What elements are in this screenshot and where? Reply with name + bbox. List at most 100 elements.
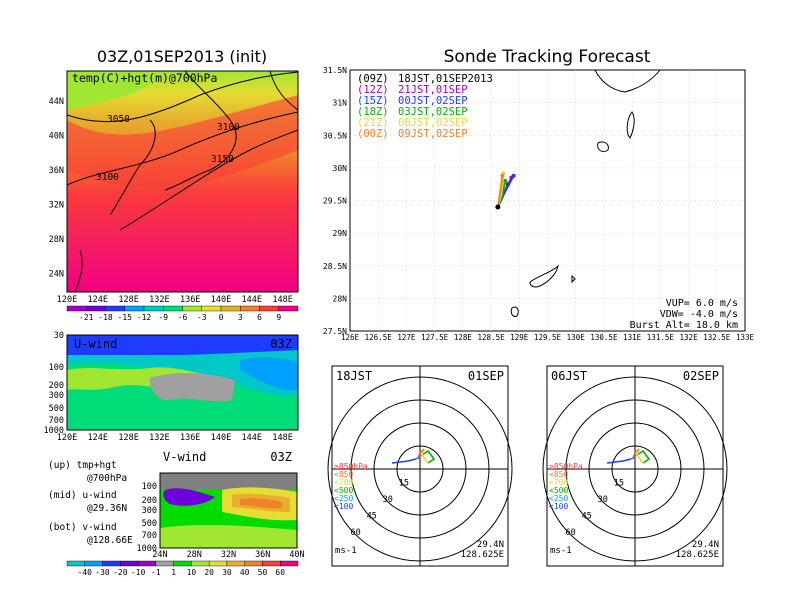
vwind-colorbar-swatch [102,560,121,567]
map-lon-tick: 128E [118,295,138,305]
map-colorbar-label: 9 [276,313,281,322]
map-lat-tick: 28N [49,235,64,245]
map-field-label: temp(C)+hgt(m)@700hPa [72,71,217,85]
tracking-lon-tick: 130E [567,333,586,342]
contour-label-3050: 3050 [107,114,130,125]
vwind-colorbar-swatch [262,560,281,567]
vwind-colorbar-swatch [120,560,139,567]
tracking-lon-tick: 126.5E [365,333,393,342]
uwind-lon-tick: 136E [180,433,200,443]
island-kikai [571,274,576,284]
tracking-lon-ticks: 126E 126.5E 127E 127.5E 128E 128.5E 129E 129.5E… [341,333,755,342]
map-colorbar-label: -12 [137,313,152,322]
param-vdw: VDW= -4.0 m/s [660,309,738,320]
map-colorbar-swatch [220,305,241,312]
vwind-lat-tick: 28N [187,550,202,560]
map-colorbar-swatch [143,305,164,312]
map-contour-3150 [119,129,298,231]
hodo-unit: ms-1 [335,546,357,556]
hodo-level: <100 [334,502,353,511]
hodo-trace [636,449,651,464]
map-colorbar-label: -18 [98,313,113,322]
vwind-plot [160,473,297,548]
uwind-label: U-wind [74,337,117,351]
uwind-pressure-tick: 500 [49,404,64,414]
tracking-lon-tick: 130.5E [590,333,618,342]
legend-time: 18JST,01SEP2013 [398,73,493,85]
uwind-lon-tick: 124E [88,433,108,443]
tracking-lon-tick: 132E [680,333,699,342]
note-bot-b: @128.66E [87,535,133,546]
launch-point [495,204,501,210]
tracking-lat-tick: 31.5N [323,66,347,75]
hodo-level: <850 [549,470,568,479]
hodo-trace [419,448,425,454]
contour-label-3100-east: 3100 [217,122,240,133]
map-colorbar-label: -9 [158,313,168,322]
hodo-ring-label: 60 [350,528,360,538]
map-lon-tick: 132E [149,295,169,305]
map-colorbar-swatch [240,305,260,312]
vwind-colorbar-swatch [155,560,174,567]
map-lon-tick: 144E [242,295,262,305]
vwind-colorbar-label: 1 [171,568,176,577]
map-lat-tick: 40N [49,132,64,142]
map-colorbar-label: 0 [219,313,224,322]
map-colorbar-swatch [259,305,279,312]
tracking-title: Sonde Tracking Forecast [444,47,651,67]
legend-code: (18Z) [357,106,389,118]
map-lon-tick: 148E [272,295,292,305]
vwind-pressure-tick: 100 [142,482,157,492]
hodo-time: 06JST [551,369,587,383]
map-colorbar-label: -6 [178,313,188,322]
map-lon-tick: 140E [211,295,231,305]
tracking-lon-tick: 126E [341,333,360,342]
tracking-lon-tick: 127.5E [421,333,449,342]
map-lon-tick: 136E [180,295,200,305]
hodo-ring-label: 45 [367,512,377,522]
map-lon-tick: 120E [57,295,77,305]
tracking-lon-tick: 128.5E [478,333,506,342]
uwind-pressure-tick: 300 [49,391,64,401]
hodo-lat: 29.4N [692,540,719,550]
note-mid-b: @29.36N [87,503,127,514]
hodo-level: <250 [334,494,353,503]
hodo-trace [417,452,421,460]
island-yakushima [597,141,609,153]
map-colorbar-swatch [66,305,87,312]
hodo-lon: 128.625E [676,550,719,560]
map-frame [66,70,299,293]
vwind-colorbar-swatch [280,560,299,567]
hodo-ring-label: 15 [399,479,409,489]
vwind-lat-tick: 24N [152,550,167,560]
hodo-ring-label: 60 [565,528,575,538]
note-up-a: (up) tmp+hgt [48,460,117,471]
hodo-date: 01SEP [468,369,504,383]
map-lon-ticks: 120E 124E 128E 132E 136E 140E 144E 148E [57,295,293,305]
vwind-colorbar-swatch [173,560,192,567]
contour-label-3150: 3150 [211,154,234,165]
island-kyushu [594,69,661,93]
hodo-trace [636,448,644,464]
vwind-colorbar: -40 -30 -20 -10 -1 1 10 20 30 40 50 60 [66,560,299,577]
tracking-lat-ticks: 31.5N 31N 30.5N 30N 29.5N 29N 28.5N 28N 27.5N [323,66,347,336]
hodograph-left: 18JST 01SEP 15 30 45 60 ≥850hPa<850<700<500<25… [327,365,513,567]
vwind-colorbar-label: 20 [204,568,214,577]
uwind-pressure-tick: 100 [49,363,64,373]
contour-label-3100-west: 3100 [96,172,119,183]
uwind-pressure-tick: 200 [49,381,64,391]
map-cool-region [67,71,160,110]
tracking-legend: (09Z) 18JST,01SEP2013 (12Z) 21JST,01SEP (15Z… [357,73,493,140]
map-colorbar-swatch [86,305,106,312]
tracking-series [495,171,516,210]
uwind-lon-tick: 140E [211,433,231,443]
map-lat-tick: 36N [49,166,64,176]
tracking-lon-tick: 133E [736,333,755,342]
tracking-lat-tick: 29N [333,229,348,238]
uwind-pressure-tick: 1000 [44,426,64,436]
hodo-level: ≥850hPa [549,462,583,471]
vwind-colorbar-swatch [66,560,85,567]
vwind-colorbar-label: 50 [258,568,268,577]
vwind-colorbar-label: -1 [151,568,161,577]
uwind-lon-tick: 132E [149,433,169,443]
